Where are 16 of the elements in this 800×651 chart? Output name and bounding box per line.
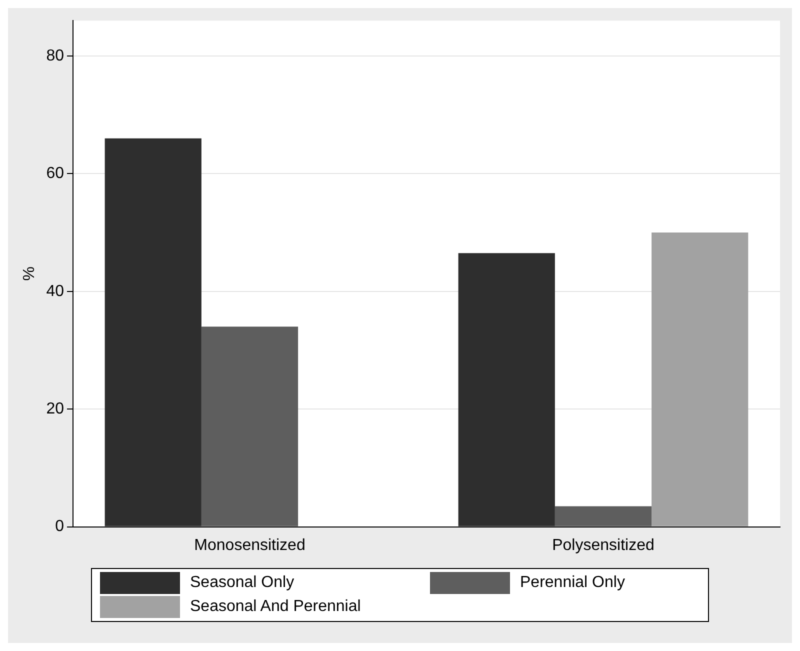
legend-label: Perennial Only [520, 574, 625, 592]
bar [458, 253, 555, 526]
bar [104, 138, 202, 526]
legend-label: Seasonal And Perennial [190, 598, 361, 616]
bar [652, 232, 748, 526]
y-tick-label: 20 [46, 400, 64, 418]
y-tick-label: 0 [55, 518, 64, 536]
y-tick-label: 80 [46, 47, 64, 64]
y-tick-label: 40 [46, 282, 64, 300]
bar [554, 506, 652, 526]
legend-label: Seasonal Only [190, 574, 294, 592]
y-axis-title: % [21, 266, 38, 281]
y-tick-label: 60 [46, 165, 64, 182]
x-tick-label: Monosensitized [194, 536, 306, 554]
x-tick-label: Polysensitized [552, 536, 654, 554]
bar [201, 326, 298, 526]
